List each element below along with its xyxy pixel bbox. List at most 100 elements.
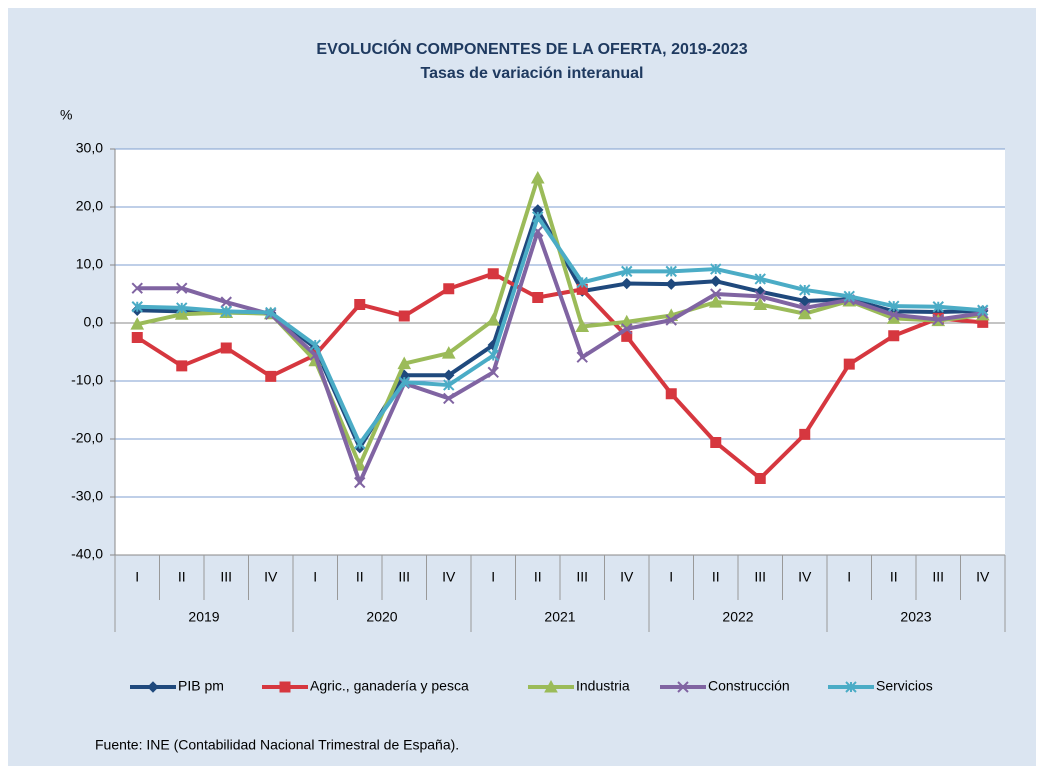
marker <box>754 290 766 303</box>
marker <box>799 428 811 440</box>
legend-marker <box>845 681 857 693</box>
marker <box>354 298 366 310</box>
chart-subtitle: Tasas de variación interanual <box>421 65 644 82</box>
x-tick-label: II <box>712 569 720 585</box>
y-tick-label: -20,0 <box>71 430 103 446</box>
marker <box>797 306 812 320</box>
legend-label: Servicios <box>876 678 933 694</box>
y-tick-label: 20,0 <box>76 198 103 214</box>
marker <box>441 346 456 359</box>
x-group-label: 2023 <box>900 609 931 625</box>
marker <box>621 323 633 335</box>
marker <box>265 370 277 382</box>
marker <box>576 351 588 363</box>
x-tick-label: III <box>932 569 944 585</box>
legend-marker <box>677 681 689 693</box>
marker <box>352 458 367 471</box>
marker <box>710 436 722 448</box>
marker <box>487 366 499 379</box>
marker <box>131 332 143 343</box>
marker <box>176 282 188 294</box>
marker <box>977 304 989 316</box>
x-tick-label: I <box>135 569 139 585</box>
marker <box>397 356 412 370</box>
marker <box>576 276 588 289</box>
marker <box>753 297 768 310</box>
marker <box>888 300 900 312</box>
series-line <box>137 214 983 446</box>
legend-label: PIB pm <box>178 678 224 694</box>
marker <box>532 291 544 303</box>
marker <box>710 275 722 287</box>
x-tick-label: I <box>313 569 317 585</box>
marker <box>888 330 900 342</box>
marker <box>398 310 410 322</box>
legend-label: Agric., ganadería y pesca <box>310 678 469 694</box>
x-tick-label: IV <box>976 569 990 585</box>
y-tick-label: -10,0 <box>71 372 103 388</box>
marker <box>575 319 590 332</box>
marker <box>708 295 723 308</box>
y-tick-label: -40,0 <box>71 546 103 562</box>
marker <box>932 301 944 313</box>
y-tick-label: 10,0 <box>76 256 103 272</box>
marker <box>621 265 633 278</box>
marker <box>710 288 722 300</box>
x-group-label: 2021 <box>544 609 575 625</box>
marker <box>176 360 188 372</box>
marker <box>486 313 501 326</box>
marker <box>176 302 188 314</box>
marker <box>799 302 811 314</box>
x-tick-label: I <box>847 569 851 585</box>
marker <box>710 263 722 275</box>
x-tick-label: IV <box>442 569 456 585</box>
legend-marker <box>147 681 159 693</box>
y-axis-label: % <box>60 107 72 123</box>
x-tick-label: III <box>576 569 588 585</box>
marker <box>443 379 455 391</box>
x-tick-label: III <box>220 569 232 585</box>
x-tick-label: IV <box>264 569 278 585</box>
marker <box>130 317 145 330</box>
x-tick-label: IV <box>620 569 634 585</box>
marker <box>665 265 677 278</box>
x-tick-label: II <box>534 569 542 585</box>
legend-marker <box>279 681 291 693</box>
marker <box>443 392 455 405</box>
x-tick-label: II <box>356 569 364 585</box>
marker <box>665 278 677 290</box>
marker <box>532 211 544 223</box>
marker <box>354 437 366 450</box>
x-group-label: 2020 <box>366 609 397 625</box>
marker <box>665 314 677 326</box>
marker <box>843 358 855 370</box>
series-line <box>137 229 984 485</box>
x-group-label: 2019 <box>188 609 219 625</box>
source: Fuente: INE (Contabilidad Nacional Trime… <box>95 737 459 753</box>
marker <box>487 268 499 280</box>
marker <box>398 376 410 388</box>
y-tick-label: 30,0 <box>76 140 103 156</box>
marker <box>220 342 232 354</box>
x-group-label: 2022 <box>722 609 753 625</box>
marker <box>843 290 855 303</box>
x-tick-label: II <box>178 569 186 585</box>
marker <box>621 277 633 290</box>
marker <box>174 307 189 320</box>
x-tick-label: I <box>491 569 495 585</box>
legend-marker <box>544 679 558 693</box>
marker <box>131 282 143 294</box>
legend-label: Industria <box>576 678 630 694</box>
marker <box>754 472 766 484</box>
plot-area <box>115 149 1005 555</box>
marker <box>665 388 677 400</box>
marker <box>932 313 944 326</box>
x-tick-label: II <box>890 569 898 585</box>
y-tick-label: -30,0 <box>71 488 103 504</box>
x-tick-label: III <box>398 569 410 585</box>
x-tick-label: III <box>754 569 766 585</box>
marker <box>354 476 366 489</box>
legend-label: Construcción <box>708 678 790 694</box>
marker <box>309 339 321 351</box>
